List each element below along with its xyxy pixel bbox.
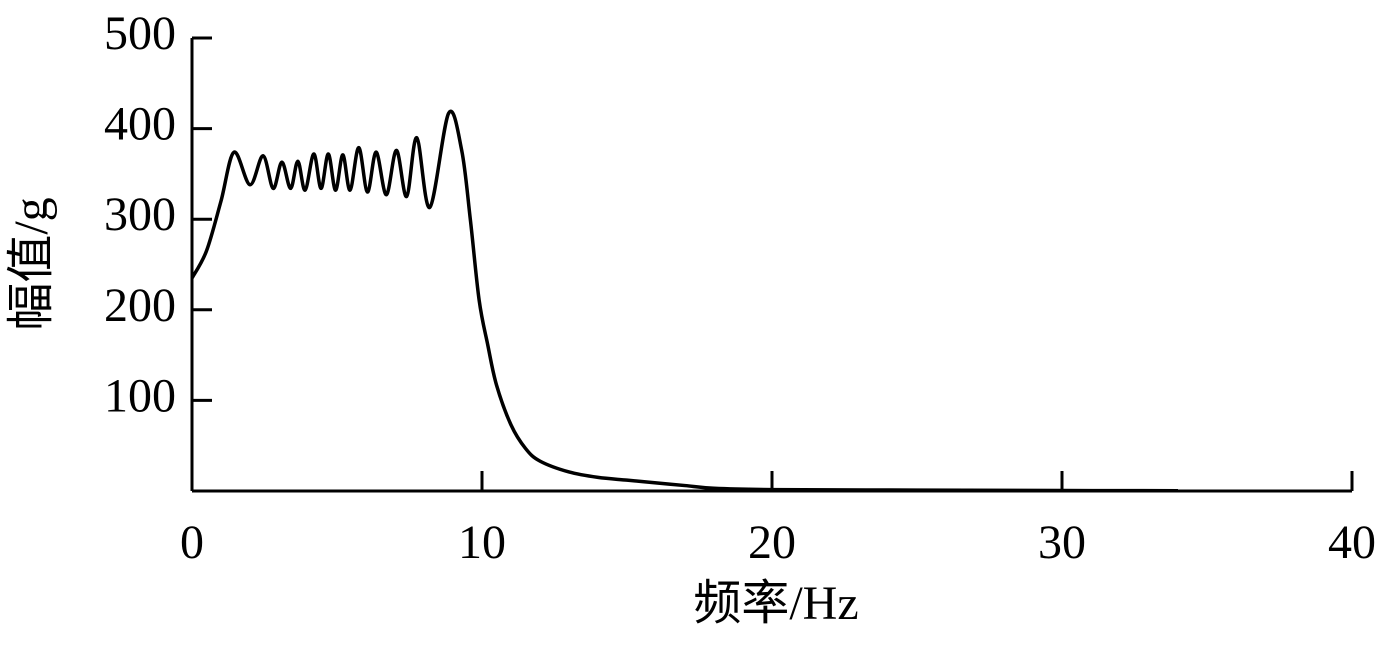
y-tick-label: 200: [104, 279, 176, 332]
y-tick-label: 100: [104, 369, 176, 422]
x-tick-label: 20: [748, 516, 796, 569]
y-tick-label: 300: [104, 188, 176, 241]
x-axis-label: 频率/Hz: [693, 577, 858, 630]
x-tick-label: 0: [180, 516, 204, 569]
x-tick-label: 10: [458, 516, 506, 569]
y-axis-label: 幅值/g: [5, 197, 58, 330]
x-tick-label: 40: [1328, 516, 1376, 569]
y-tick-label: 500: [104, 7, 176, 60]
line-series: [190, 109, 1179, 493]
y-tick-label: 400: [104, 98, 176, 151]
x-tick-label: 30: [1038, 516, 1086, 569]
